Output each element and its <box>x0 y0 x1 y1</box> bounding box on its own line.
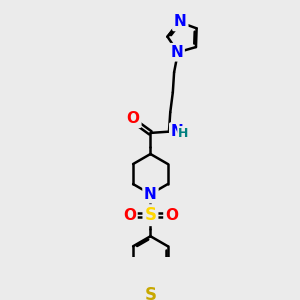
Text: N: N <box>171 124 184 139</box>
Text: S: S <box>145 206 157 224</box>
Text: O: O <box>165 208 178 223</box>
Text: O: O <box>127 111 140 126</box>
Text: O: O <box>123 208 136 223</box>
Text: S: S <box>145 286 157 300</box>
Text: N: N <box>144 187 157 202</box>
Text: N: N <box>170 45 183 60</box>
Text: H: H <box>178 127 188 140</box>
Text: N: N <box>174 14 187 29</box>
